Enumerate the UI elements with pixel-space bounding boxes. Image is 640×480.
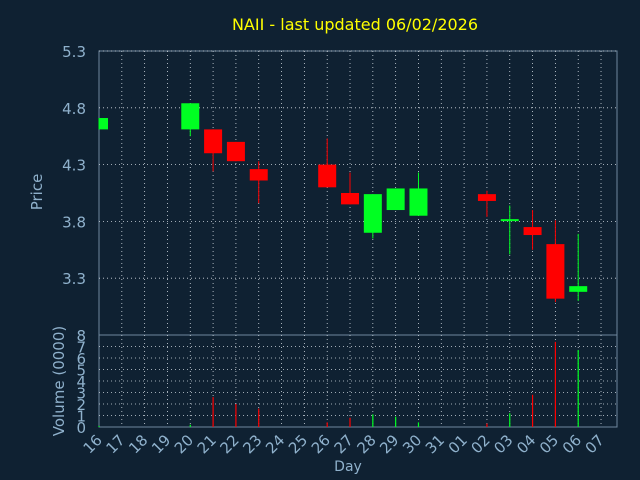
candle-body xyxy=(546,244,565,299)
volume-tick-label: 0 xyxy=(76,419,86,437)
volume-tick-label: 4 xyxy=(76,373,86,391)
candles xyxy=(98,103,588,303)
candle-body xyxy=(409,188,428,216)
volume-tick-label: 5 xyxy=(76,362,86,380)
price-tick-label: 4.8 xyxy=(62,100,86,118)
candle-body xyxy=(318,164,337,188)
price-axis-label: Price xyxy=(28,174,46,211)
price-tick-label: 4.3 xyxy=(62,157,86,175)
candle-body xyxy=(341,193,360,205)
candle-body xyxy=(386,188,405,211)
volume-tick-label: 2 xyxy=(76,396,86,414)
volume-tick-label: 7 xyxy=(76,339,86,357)
price-y-ticks: 3.3 3.8 4.3 4.8 5.3 xyxy=(62,43,86,288)
volume-grid xyxy=(99,335,617,427)
candle-body xyxy=(226,141,245,162)
candle-body xyxy=(181,103,200,130)
price-tick-label: 5.3 xyxy=(62,43,86,61)
price-tick-label: 3.3 xyxy=(62,270,86,288)
candle-body xyxy=(569,286,588,292)
x-tick-label: 07 xyxy=(582,431,608,457)
candle-body xyxy=(477,194,496,201)
volume-tick-label: 1 xyxy=(76,408,86,426)
volume-tick-label: 8 xyxy=(76,327,86,345)
x-ticks: 1617181920212223242526272829303101020304… xyxy=(80,431,608,457)
candle-body xyxy=(363,194,382,233)
candle-body xyxy=(523,227,542,236)
price-panel: 3.3 3.8 4.3 4.8 5.3 Price xyxy=(28,43,618,336)
price-grid xyxy=(99,50,617,335)
candle-body xyxy=(204,129,223,154)
volume-tick-label: 3 xyxy=(76,385,86,403)
candle-body xyxy=(500,219,519,222)
x-axis-label: Day xyxy=(334,459,362,475)
volume-tick-label: 6 xyxy=(76,350,86,368)
price-tick-label: 3.8 xyxy=(62,213,86,231)
volume-axis-label: Volume (0000) xyxy=(50,326,68,436)
volume-bars xyxy=(98,341,579,427)
candle-body xyxy=(99,118,108,130)
candle-body xyxy=(249,169,268,181)
chart-title: NAII - last updated 06/02/2026 xyxy=(232,15,478,34)
